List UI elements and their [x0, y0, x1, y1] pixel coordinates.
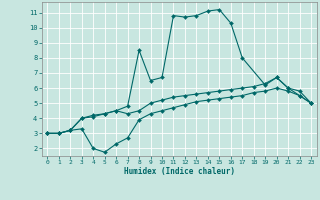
X-axis label: Humidex (Indice chaleur): Humidex (Indice chaleur)	[124, 167, 235, 176]
